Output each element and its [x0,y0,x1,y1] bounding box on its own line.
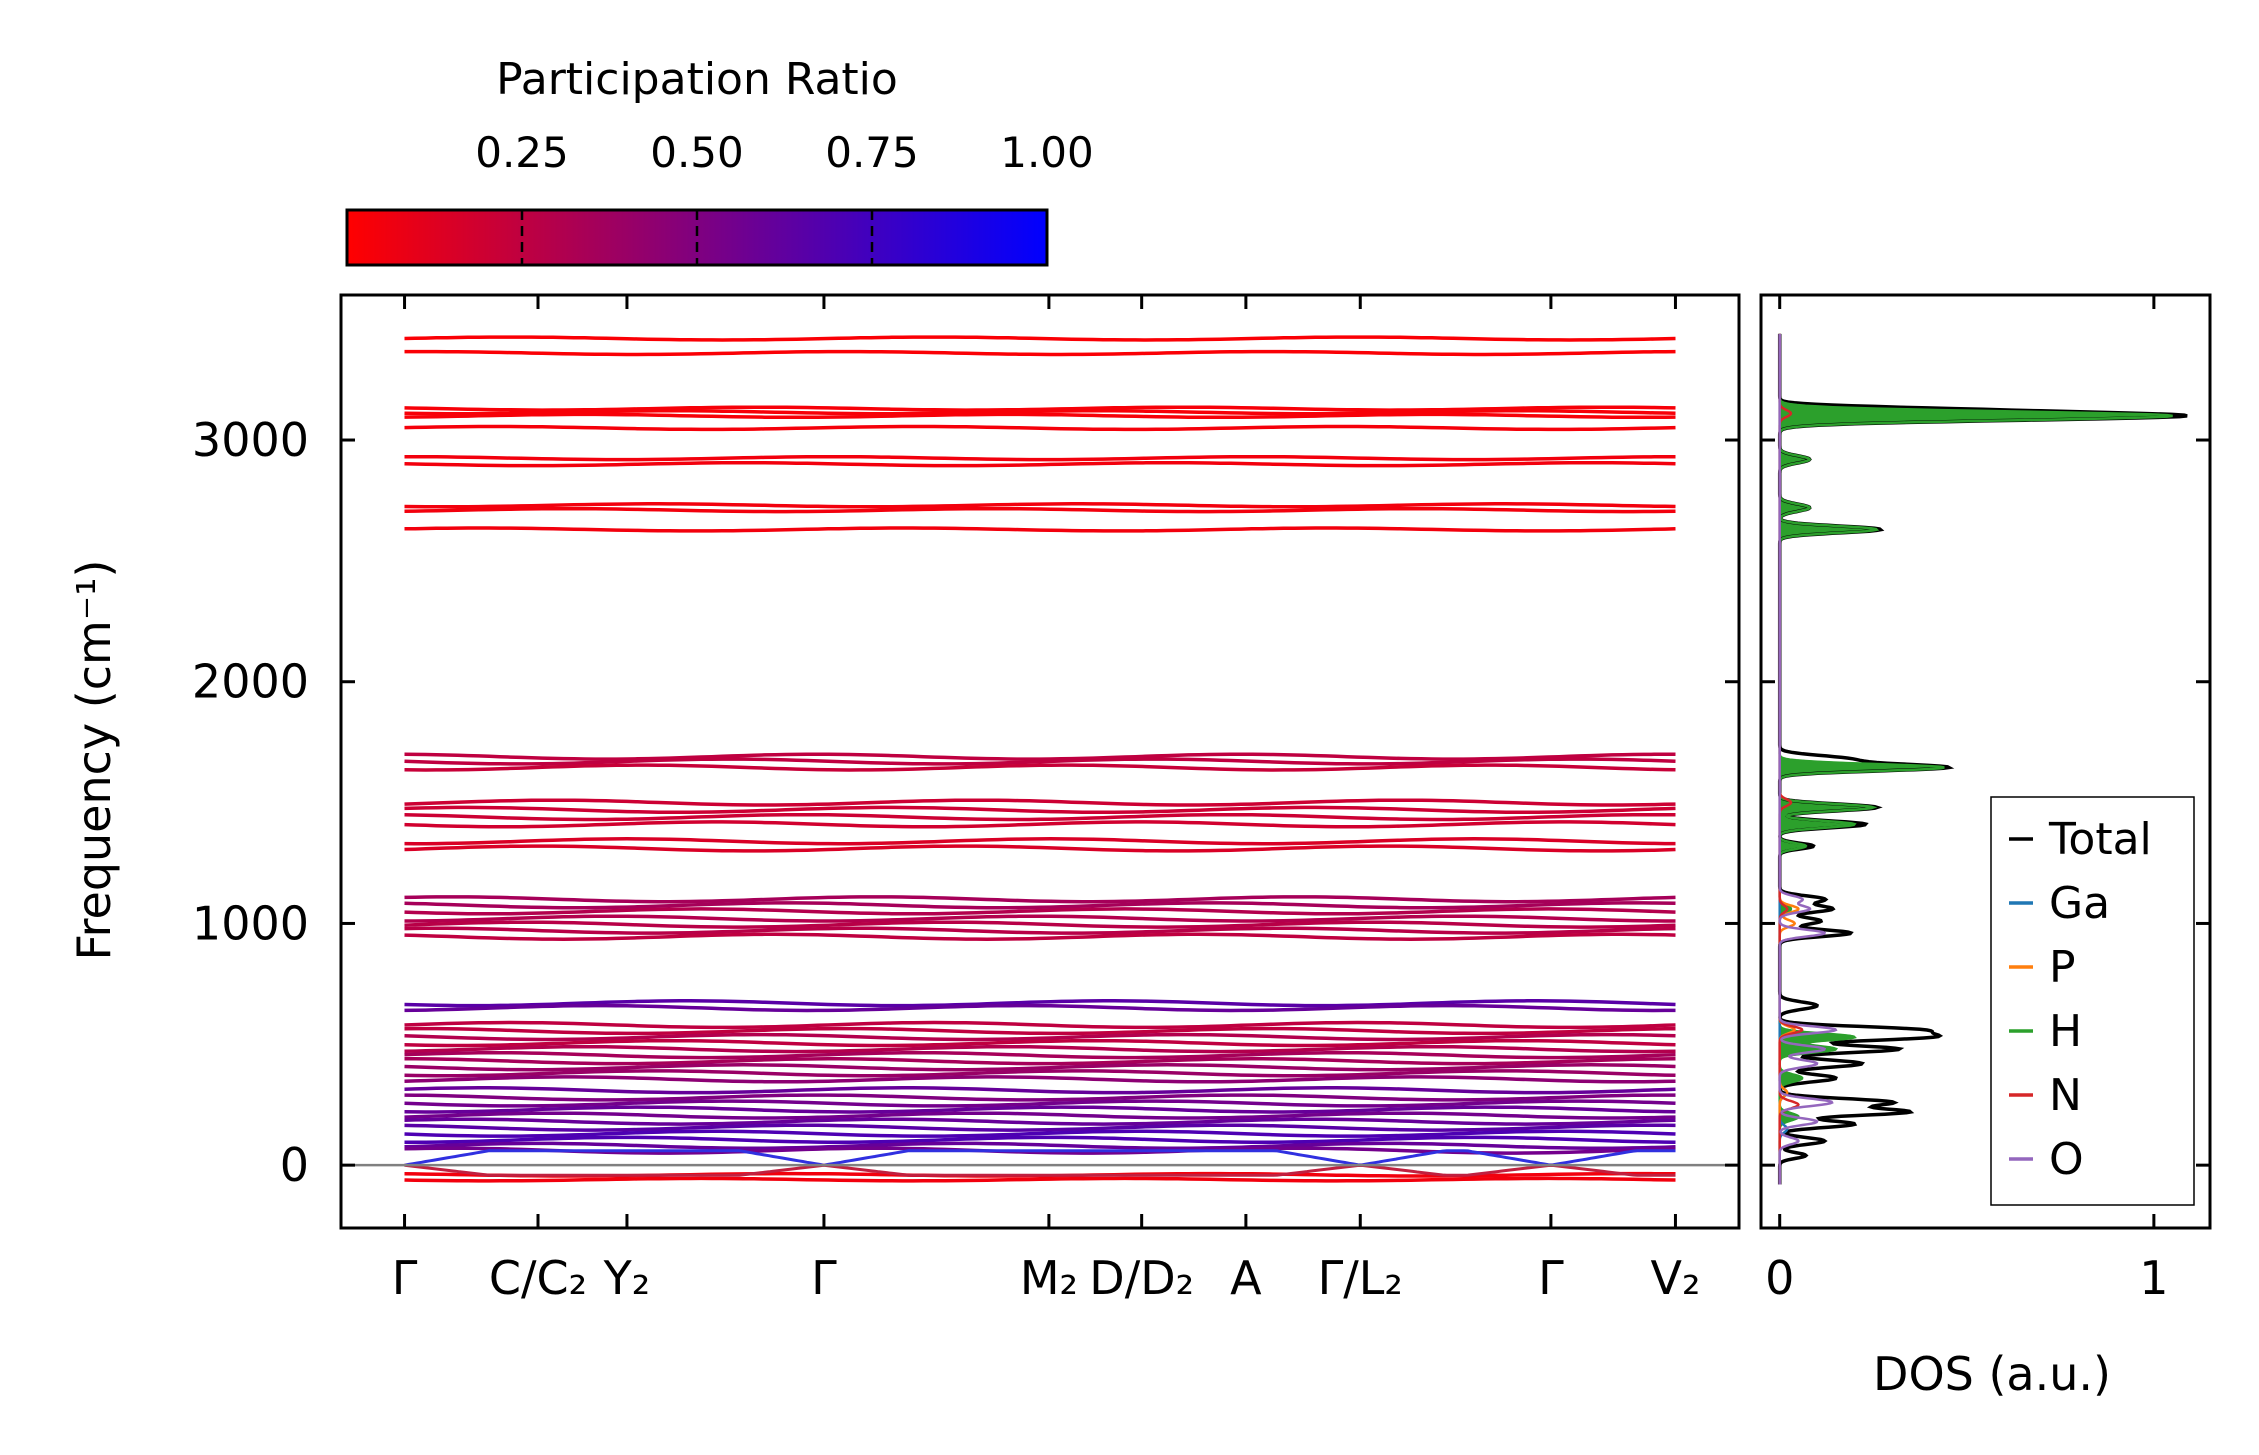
kpoint-label: A [1230,1251,1262,1305]
band-line [404,405,1676,412]
colorbar-tick-labels: 0.25 0.50 0.75 1.00 [475,128,1094,177]
band-structure-panel: 0 1000 2000 3000 Γ C/C₂ Y₂ Γ M₂ D/D₂ A Γ/L₂ Γ V₂ Freq… [67,293,1741,1305]
colorbar-tick-label: 1.00 [1000,128,1094,177]
band-line [404,1057,1676,1066]
band-line [404,1099,1676,1108]
band-line [404,812,1676,822]
dos-x-tick-label: 1 [2139,1251,2168,1305]
dos-line-O [1778,333,1838,1185]
band-line [404,901,1676,910]
colorbar-tick-label: 0.25 [475,128,569,177]
band-line [404,1176,1676,1183]
y-tick-label: 0 [280,1138,309,1192]
band-line [404,502,1676,509]
legend-box [1990,796,2195,1206]
kpoint-label: M₂ [1020,1251,1078,1305]
band-line [404,349,1676,357]
y-tick-label: 1000 [192,896,309,950]
legend-label: Ga [2049,878,2110,929]
band-line [404,460,1676,468]
colorbar-tick-label: 0.75 [825,128,919,177]
y-tick-label: 2000 [192,655,309,709]
band-line [404,798,1676,807]
kpoint-label: Γ [1538,1251,1564,1305]
band-line [404,506,1676,514]
y-axis-label: Frequency (cm⁻¹) [67,560,121,961]
band-line [404,932,1676,941]
legend-label: P [2049,942,2076,993]
band-axes: 0 1000 2000 3000 Γ C/C₂ Y₂ Γ M₂ D/D₂ A Γ/L₂ Γ V₂ [192,293,1741,1305]
band-line [404,1129,1676,1138]
band-line [404,1026,1676,1036]
band-line [404,763,1676,772]
band-line [404,1032,1676,1042]
band-line [404,1038,1676,1048]
band-line [404,805,1676,815]
kpoint-label: Γ [811,1251,837,1305]
kpoint-label: Γ/L₂ [1318,1251,1403,1305]
band-line [404,926,1676,935]
band-line [404,844,1676,853]
band-line [404,1117,1676,1126]
band-line [404,907,1676,916]
dos-x-tick-label: 0 [1765,1251,1794,1305]
band-line [404,424,1676,432]
band-line [404,409,1676,416]
legend-label: N [2049,1070,2082,1121]
colorbar-tick-label: 0.50 [650,128,744,177]
legend-label: Total [2048,814,2152,865]
band-line [404,335,1676,342]
band-line [404,820,1676,829]
kpoint-label: V₂ [1650,1251,1700,1305]
band-line [404,1075,1676,1084]
kpoint-label: Γ [392,1251,418,1305]
band-line [404,1146,1676,1155]
band-line [404,1051,1676,1060]
dos-curves [1777,333,2188,1185]
band-line [404,1111,1676,1120]
band-line [404,1063,1676,1072]
band-line [404,999,1676,1008]
y-tick-label: 3000 [192,413,309,467]
legend-label: H [2049,1006,2082,1057]
band-line [404,1086,1676,1095]
band-line [404,1105,1676,1114]
band-line [404,914,1676,923]
kpoint-label: Y₂ [603,1251,651,1305]
band-line [404,757,1676,766]
band-line [404,454,1676,462]
band-line [404,1123,1676,1132]
x-axis-label-dos: DOS (a.u.) [1873,1347,2111,1401]
band-line [404,920,1676,929]
colorbar-title: Participation Ratio [496,54,898,105]
colorbar: Participation Ratio 0.25 0.50 0.75 1.00 [345,54,1094,267]
band-frame [339,293,1741,1230]
kpoint-label: C/C₂ [489,1251,587,1305]
band-line [404,1044,1676,1054]
band-line [404,1020,1676,1030]
band-line [404,895,1676,904]
band-line [404,1069,1676,1078]
kpoint-label: D/D₂ [1089,1251,1194,1305]
legend-label: O [2049,1134,2084,1185]
band-line [404,526,1676,533]
acoustic-band [404,1163,1676,1177]
acoustic-band [404,1149,1676,1167]
band-line [404,1003,1676,1013]
dos-frame [1759,293,2212,1230]
band-line [404,837,1676,846]
band-line [404,1093,1676,1102]
phonon-bands [341,335,1739,1183]
colorbar-ticks [520,210,874,265]
band-line [404,752,1676,761]
band-line [404,412,1676,420]
band-line [404,1135,1676,1144]
band-line [404,1141,1676,1150]
